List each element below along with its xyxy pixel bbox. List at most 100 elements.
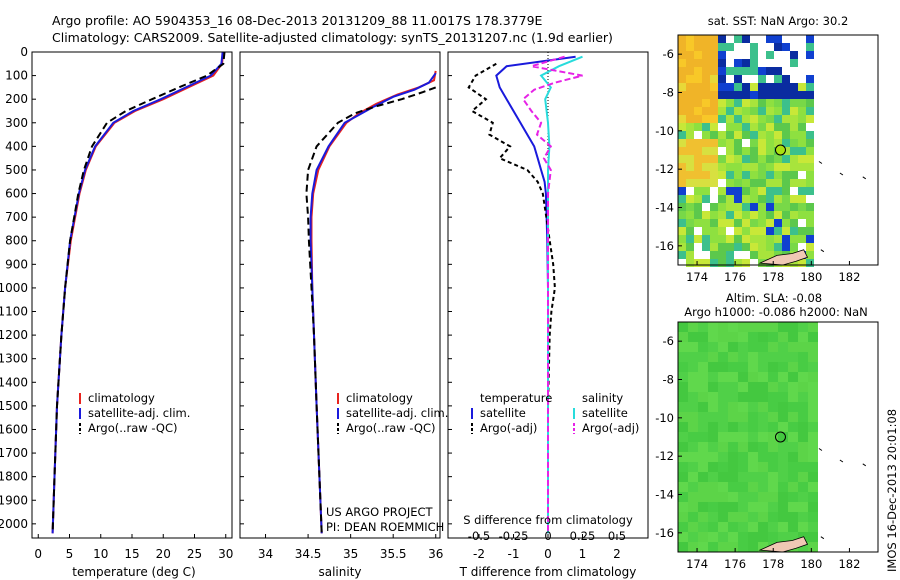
depth-tick-label: 1200 (0, 328, 28, 342)
sla-cell (698, 462, 708, 472)
sla-cell (728, 322, 738, 332)
sst-cell (774, 163, 782, 171)
sst-cell (694, 259, 702, 267)
sst-cell (734, 115, 742, 123)
sla-cell (748, 522, 758, 532)
sla-cell (678, 442, 688, 452)
sst-cell (742, 155, 750, 163)
sst-cell (734, 211, 742, 219)
sst-cell (678, 131, 686, 139)
sla-cell (688, 522, 698, 532)
sla-cell (748, 372, 758, 382)
sla-lon-ticks: 174 176 178 180 182 (686, 548, 860, 571)
sla-cell (758, 512, 768, 522)
sla-cell (778, 322, 788, 332)
sla-cell (758, 372, 768, 382)
sst-cell (742, 123, 750, 131)
x-tick-label: 0 (544, 547, 552, 561)
depth-tick-label: 1600 (0, 422, 28, 436)
sst-cell (686, 251, 694, 259)
x-tick-label: -2 (473, 547, 485, 561)
sla-cell (738, 412, 748, 422)
sst-cell (734, 43, 742, 51)
sla-cell (688, 342, 698, 352)
sst-cell (806, 163, 814, 171)
legend-entry: Argo(-adj) (480, 421, 537, 435)
sla-cell (768, 492, 778, 502)
sst-cell (678, 235, 686, 243)
sst-cell (766, 203, 774, 211)
sla-cell (688, 422, 698, 432)
sla-cell (698, 322, 708, 332)
sst-cell (686, 259, 694, 267)
sst-cell (694, 91, 702, 99)
sst-cell (726, 155, 734, 163)
sst-cell (726, 107, 734, 115)
sst-cell (774, 107, 782, 115)
sla-cell (788, 352, 798, 362)
sst-cell (750, 43, 758, 51)
sst-cell (702, 243, 710, 251)
sst-cell (710, 67, 718, 75)
sla-cell (728, 532, 738, 542)
sst-cell (718, 75, 726, 83)
lon-tick-label: 174 (686, 270, 708, 284)
sst-cell (766, 195, 774, 203)
sst-cell (806, 259, 814, 267)
sst-cell (742, 259, 750, 267)
sst-cell (710, 43, 718, 51)
sst-cell (766, 235, 774, 243)
sst-cell (806, 83, 814, 91)
x-tick-label: 20 (156, 547, 171, 561)
sla-cell (678, 472, 688, 482)
sst-cell (686, 131, 694, 139)
sst-map-title: sat. SST: NaN Argo: 30.2 (708, 14, 849, 28)
sst-cell (726, 235, 734, 243)
sla-cell (718, 492, 728, 502)
sla-cell (688, 542, 698, 552)
sla-cell (788, 332, 798, 342)
sst-cell (750, 171, 758, 179)
legend-entry: satellite-adj. clim. (88, 406, 190, 420)
sla-cell (728, 402, 738, 412)
legend-group-title: temperature (480, 391, 552, 405)
sst-cell (798, 243, 806, 251)
sst-cell (782, 139, 790, 147)
sst-cell (782, 43, 790, 51)
sla-cell (708, 542, 718, 552)
sla-cell (778, 492, 788, 502)
sst-cell (758, 131, 766, 139)
sst-cell (726, 203, 734, 211)
sst-cell (726, 219, 734, 227)
sla-cell (688, 452, 698, 462)
sst-cell (742, 75, 750, 83)
sst-cell (766, 187, 774, 195)
sla-cell (798, 492, 808, 502)
sst-cell (774, 131, 782, 139)
sst-cell (806, 59, 814, 67)
sla-cell (688, 412, 698, 422)
sst-cell (782, 147, 790, 155)
sla-cell (768, 422, 778, 432)
sla-cell (778, 512, 788, 522)
sst-cell (726, 91, 734, 99)
sst-cell (750, 123, 758, 131)
sst-cell (678, 91, 686, 99)
sla-cell (698, 362, 708, 372)
sst-cell (750, 35, 758, 43)
sst-cell (734, 147, 742, 155)
sla-cell (708, 512, 718, 522)
sst-cell (718, 243, 726, 251)
sla-cell (718, 512, 728, 522)
sst-cell (702, 99, 710, 107)
sla-cell (748, 532, 758, 542)
sst-cell (782, 235, 790, 243)
sla-cell (788, 462, 798, 472)
sst-cell (742, 35, 750, 43)
sla-cell (778, 442, 788, 452)
sst-cell (742, 99, 750, 107)
salinity-curves (305, 70, 437, 534)
sla-cell (778, 352, 788, 362)
sst-cell (766, 51, 774, 59)
sla-cell (678, 492, 688, 502)
